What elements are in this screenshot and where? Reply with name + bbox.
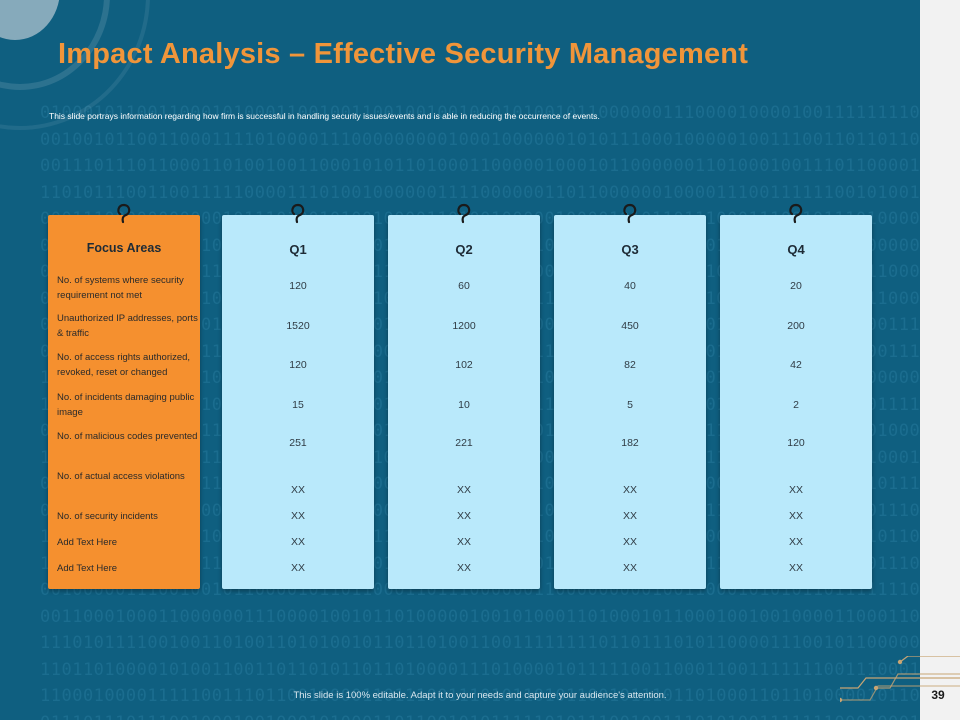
quarter-header: Q2 [455,242,473,257]
quarter-cell: XX [622,484,637,496]
quarter-cell: XX [622,536,637,548]
quarter-cell: 1520 [286,320,310,332]
quarter-header: Q1 [289,242,307,257]
quarter-cell: 20 [790,280,802,292]
quarter-cell: XX [290,510,305,522]
focus-row-label: Add Text Here [57,563,118,574]
quarter-cell: XX [788,510,803,522]
quarter-cell: 10 [458,399,470,411]
focus-row-label: No. of security incidents [57,511,158,522]
quarter-cell: XX [622,562,637,574]
quarter-cell: XX [290,536,305,548]
focus-row-label: Add Text Here [57,537,118,548]
quarter-cell: XX [788,536,803,548]
quarter-cell: XX [456,510,471,522]
quarter-cell: XX [290,562,305,574]
focus-row-label: No. of incidents damaging public image [57,392,195,418]
quarter-cell: XX [456,536,471,548]
quarter-cell: XX [290,484,305,496]
hook-icon [291,203,305,224]
quarter-cell: 82 [624,359,636,371]
hook-icon [117,203,131,224]
quarter-cell: 120 [787,437,805,449]
quarter-cell: 102 [455,359,473,371]
quarter-cell: 450 [621,320,639,332]
quarter-cell: 15 [292,399,304,411]
quarter-cell: XX [622,510,637,522]
quarter-cell: XX [456,484,471,496]
slide-title: Impact Analysis – Effective Security Man… [58,38,749,70]
focus-row-label: No. of malicious codes prevented [57,431,198,442]
hook-icon [457,203,471,224]
quarter-cell: 40 [624,280,636,292]
quarter-card-q1: Q1 120 1520 120 15 251 XX XX XX XX [222,203,374,589]
quarter-cell: 251 [289,437,307,449]
quarter-header: Q3 [621,242,639,257]
quarter-card-q3: Q3 40 450 82 5 182 XX XX XX XX [554,203,706,589]
quarter-cell: 42 [790,359,802,371]
slide-subtitle: This slide portrays information regardin… [49,111,600,121]
circuit-lines-icon [840,656,960,703]
hook-icon [789,203,803,224]
focus-row-label: Unauthorized IP addresses, ports & traff… [57,313,198,339]
quarter-cell: XX [788,562,803,574]
quarter-cell: 182 [621,437,639,449]
quarter-cell: XX [456,562,471,574]
footer-note: This slide is 100% editable. Adapt it to… [293,690,667,701]
quarter-cell: 60 [458,280,470,292]
hook-icon [623,203,637,224]
quarter-cell: 2 [793,399,799,411]
quarter-card-q4: Q4 20 200 42 2 120 XX XX XX XX [720,203,872,589]
quarter-cell: XX [788,484,803,496]
quarter-cell: 200 [787,320,805,332]
focus-row-label: No. of actual access violations [57,471,185,482]
quarter-cell: 5 [627,399,633,411]
quarter-cell: 120 [289,280,307,292]
right-margin-strip [920,0,960,720]
focus-row-label: No. of access rights authorized, revoked… [57,352,191,378]
focus-areas-header: Focus Areas [86,241,162,255]
quarter-header: Q4 [787,242,805,257]
focus-areas-card: Focus Areas No. of systems where securit… [48,203,200,589]
quarter-cell: 221 [455,437,473,449]
focus-row-label: No. of systems where security requiremen… [57,275,184,301]
slide: 0100010110011000101000110010011001001001… [0,0,920,720]
quarter-cell: 1200 [452,320,476,332]
quarter-cell: 120 [289,359,307,371]
page-number: 39 [931,688,945,702]
quarter-card-q2: Q2 60 1200 102 10 221 XX XX XX XX [388,203,540,589]
